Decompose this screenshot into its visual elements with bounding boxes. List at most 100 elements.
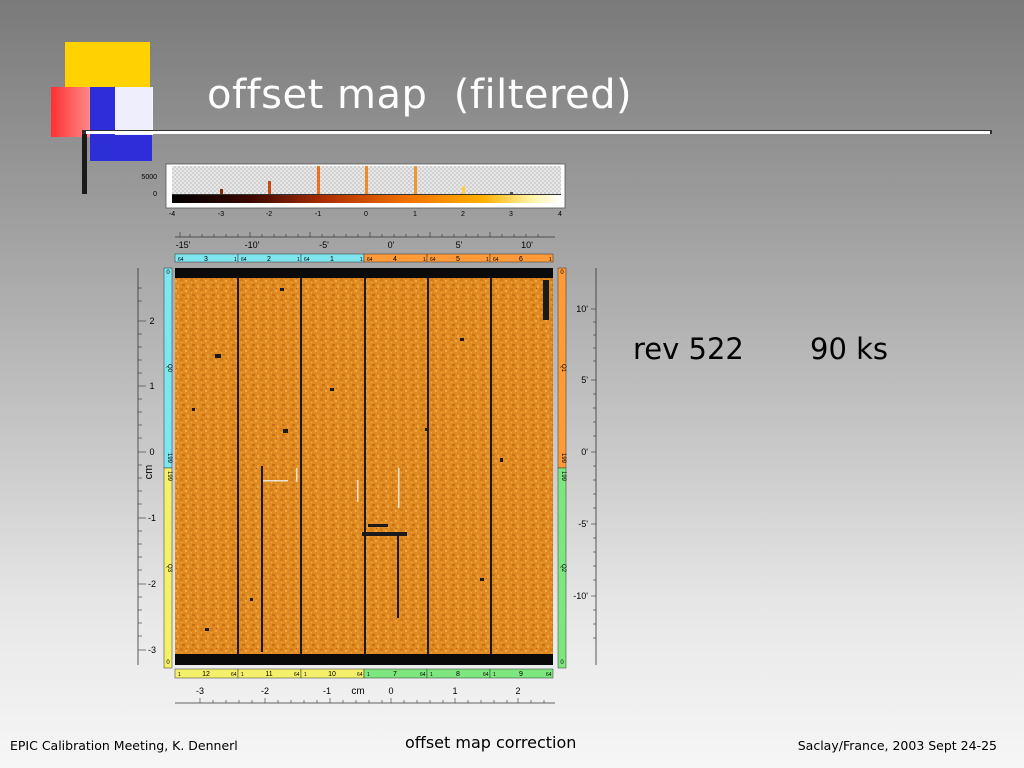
histogram: 5000 0 -4 -3 -2 -1 0 1 2 3 4 — [141, 163, 566, 218]
left-cm-tick: 0 — [149, 447, 154, 457]
histogram-xtick: -3 — [218, 211, 224, 218]
histogram-xtick: -2 — [266, 211, 272, 218]
ccd-number: 12 — [202, 671, 210, 678]
bottom-cm-tick: -1 — [323, 686, 331, 696]
ccd-edge-label: 64 — [304, 257, 310, 263]
bottom-cm-tick: 0 — [388, 686, 393, 696]
quadrant-label-q0: Q0 — [166, 364, 172, 373]
ccd-edge-label: 64 — [420, 672, 426, 678]
ccd-edge-label: 64 — [294, 672, 300, 678]
edge-label: 0 — [166, 660, 170, 666]
histogram-bars — [220, 166, 513, 194]
ccd-edge-label: 1 — [360, 257, 363, 263]
top-arcmin-tick: -15' — [176, 240, 191, 250]
ccd-number: 2 — [267, 256, 271, 263]
footer-location-date: Saclay/France, 2003 Sept 24-25 — [797, 738, 997, 753]
ccd-edge-label: 1 — [241, 672, 244, 678]
ccd-edge-label: 1 — [423, 257, 426, 263]
ccd-number: 11 — [265, 671, 272, 678]
edge-label: 199 — [560, 471, 566, 482]
ccd-edge-label: 1 — [430, 672, 433, 678]
bottom-cm-tick: 2 — [515, 686, 520, 696]
ccd-number: 3 — [204, 256, 208, 263]
left-cm-tick: -2 — [148, 579, 156, 589]
right-arcmin-tick: 5' — [581, 375, 588, 385]
histogram-xtick: 1 — [413, 211, 417, 218]
ccd-number: 7 — [393, 671, 397, 678]
footer-topic: offset map correction — [405, 733, 577, 752]
ccd-edge-label: 64 — [357, 672, 363, 678]
histogram-xtick: 2 — [461, 211, 465, 218]
edge-label: 0 — [560, 660, 564, 666]
left-cm-tick: 1 — [149, 381, 154, 391]
right-arcmin-tick: 0' — [581, 447, 588, 457]
left-cm-tick: -1 — [148, 513, 156, 523]
ccd-edge-label: 1 — [297, 257, 300, 263]
exposure-label: 90 ks — [810, 332, 889, 366]
right-arcmin-tick: 10' — [576, 304, 588, 314]
top-arcmin-ruler: -15' -10' -5' 0' 5' 10' — [175, 232, 555, 250]
ccd-edge-label: 64 — [231, 672, 237, 678]
ccd-number: 5 — [456, 256, 460, 263]
histogram-xtick: 4 — [558, 211, 562, 218]
edge-label: 0 — [560, 270, 564, 276]
top-ccd-strip: 64 3 1 64 2 1 64 1 1 64 4 1 64 5 1 64 6 … — [174, 253, 554, 263]
ccd-edge-label: 64 — [241, 257, 247, 263]
edge-label: 199 — [166, 453, 172, 464]
ccd-edge-label: 1 — [178, 672, 181, 678]
offset-map-figure: 5000 0 -4 -3 -2 -1 0 1 2 3 4 -15' -10' -… — [137, 163, 597, 704]
bottom-ccd-strip: 1 12 64 1 11 64 1 10 64 1 7 64 1 8 64 1 … — [174, 668, 554, 679]
left-cm-ruler: 2 1 0 -1 -2 -3 cm — [137, 268, 156, 665]
left-quadrant-strip: Q0 Q3 0 199 0 199 — [163, 267, 173, 669]
histogram-xtick: -4 — [169, 211, 175, 218]
histogram-ytick-5000: 5000 — [141, 174, 157, 181]
right-quadrant-strip: Q1 Q2 0 199 199 0 — [557, 267, 567, 669]
ccd-number: 10 — [328, 671, 336, 678]
ccd-edge-label: 1 — [367, 672, 370, 678]
bottom-axis-label: cm — [351, 686, 364, 697]
title-underline — [86, 131, 990, 134]
ccd-edge-label: 1 — [304, 672, 307, 678]
decoration-white-square — [115, 87, 153, 135]
histogram-xtick: 3 — [509, 211, 513, 218]
histogram-x-ticks: -4 -3 -2 -1 0 1 2 3 4 — [169, 211, 562, 218]
top-arcmin-tick: -5' — [319, 240, 329, 250]
bottom-cm-tick: -2 — [261, 686, 269, 696]
right-arcmin-ruler: 10' 5' 0' -5' -10' — [573, 268, 597, 665]
top-arcmin-tick: -10' — [245, 240, 260, 250]
top-arcmin-tick: 5' — [456, 240, 463, 250]
histogram-ytick-0: 0 — [153, 191, 157, 198]
left-axis-label: cm — [143, 465, 155, 480]
edge-label: 0 — [166, 270, 170, 276]
ccd-number: 4 — [393, 256, 397, 263]
bottom-cm-tick: 1 — [452, 686, 457, 696]
edge-label: 199 — [166, 471, 172, 482]
right-arcmin-tick: -5' — [578, 519, 588, 529]
ccd-edge-label: 1 — [493, 672, 496, 678]
right-arcmin-tick: -10' — [573, 591, 588, 601]
revolution-label: rev 522 — [633, 332, 744, 366]
ccd-edge-label: 64 — [493, 257, 499, 263]
bottom-cm-tick: -3 — [196, 686, 204, 696]
ccd-number: 1 — [330, 256, 334, 263]
ccd-number: 8 — [456, 671, 460, 678]
left-cm-tick: 2 — [149, 316, 154, 326]
ccd-edge-label: 64 — [367, 257, 373, 263]
ccd-edge-label: 1 — [549, 257, 552, 263]
ccd-edge-label: 1 — [234, 257, 237, 263]
ccd-edge-label: 64 — [178, 257, 184, 263]
quadrant-label-q3: Q3 — [166, 564, 172, 573]
decoration-vertical-line — [82, 130, 87, 194]
offset-map-image — [175, 268, 553, 665]
bottom-cm-ruler: -3 -2 -1 0 1 2 cm — [175, 686, 555, 704]
histogram-xtick: -1 — [315, 211, 321, 218]
edge-label: 199 — [560, 453, 566, 464]
left-cm-tick: -3 — [148, 645, 156, 655]
ccd-edge-label: 1 — [486, 257, 489, 263]
footer-meeting: EPIC Calibration Meeting, K. Dennerl — [10, 738, 238, 753]
top-arcmin-tick: 0' — [388, 240, 395, 250]
histogram-xtick: 0 — [364, 211, 368, 218]
ccd-edge-label: 64 — [430, 257, 436, 263]
slide-title: offset map (filtered) — [207, 72, 633, 118]
quadrant-label-q1: Q1 — [560, 364, 566, 373]
